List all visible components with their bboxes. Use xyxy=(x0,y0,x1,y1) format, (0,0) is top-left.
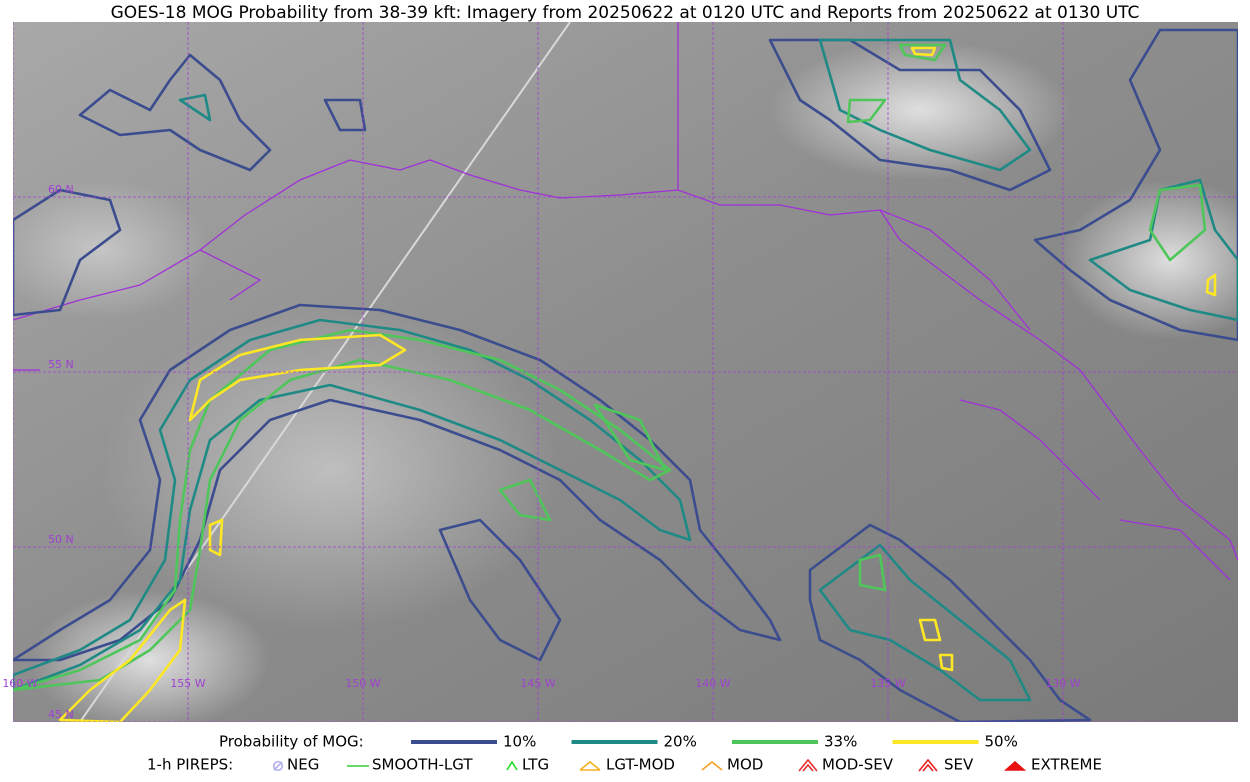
legend-title: Probability of MOG: xyxy=(219,733,364,751)
contour xyxy=(593,403,667,472)
lon-label: 145 W xyxy=(520,677,555,690)
legend-title: 1-h PIREPS: xyxy=(147,756,233,774)
contour xyxy=(768,38,1052,192)
legend: Probability of MOG: 10% 20% 33% 50% 1-h PIREP… xyxy=(147,733,1102,774)
contour xyxy=(1148,183,1207,262)
legend-label: MOD-SEV xyxy=(822,756,894,774)
legend-label: 10% xyxy=(503,733,536,751)
lon-label: 160 W xyxy=(2,677,37,690)
legend-label: LTG xyxy=(522,756,549,774)
legend-label: 20% xyxy=(664,733,697,751)
contour xyxy=(78,53,272,172)
coastline xyxy=(13,22,1238,581)
contour xyxy=(323,98,367,132)
legend-icon xyxy=(918,758,938,772)
legend-icon xyxy=(506,760,518,771)
legend-label: EXTREME xyxy=(1031,756,1102,774)
contour xyxy=(13,303,782,662)
legend-label: 50% xyxy=(985,733,1018,751)
contour xyxy=(938,653,954,672)
lon-label: 150 W xyxy=(345,677,380,690)
map xyxy=(13,22,1238,722)
contour xyxy=(898,43,947,62)
contour xyxy=(910,46,937,57)
contour xyxy=(438,518,562,662)
contour xyxy=(498,478,552,522)
lat-label: 50 N xyxy=(48,533,74,546)
lon-label: 155 W xyxy=(170,677,205,690)
contour xyxy=(58,598,187,722)
contour xyxy=(13,328,672,692)
contour xyxy=(818,543,1032,702)
legend-label: LGT-MOD xyxy=(606,756,675,774)
cloud xyxy=(770,40,1070,180)
legend-icon xyxy=(1003,760,1027,771)
legend-label: SEV xyxy=(944,756,974,774)
legend-icon xyxy=(272,760,284,772)
contour xyxy=(918,618,942,642)
title: GOES-18 MOG Probability from 38-39 kft: … xyxy=(111,3,1140,23)
cloud xyxy=(13,180,210,320)
legend-icon xyxy=(701,760,723,771)
contour xyxy=(188,333,407,422)
contour xyxy=(178,93,212,122)
cloud xyxy=(100,310,560,630)
legend-label: SMOOTH-LGT xyxy=(372,756,473,774)
legend-label: MOD xyxy=(727,756,763,774)
contour xyxy=(13,188,122,317)
graticule-labels: 60 N 55 N 50 N 45 N 160 W 155 W 150 W 145 W 140 … xyxy=(2,183,1080,721)
contour xyxy=(846,98,887,124)
contour xyxy=(13,318,692,692)
contour xyxy=(1205,273,1217,297)
legend-label: 33% xyxy=(824,733,857,751)
legend-icon xyxy=(798,758,818,772)
cloud xyxy=(1060,180,1238,340)
lat-label: 45 N xyxy=(48,708,74,721)
lat-label: 55 N xyxy=(48,358,74,371)
contour xyxy=(858,553,887,592)
lat-label: 60 N xyxy=(48,183,74,196)
lon-label: 140 W xyxy=(695,677,730,690)
contour xyxy=(1033,28,1238,342)
contours xyxy=(13,28,1238,722)
contour xyxy=(208,518,224,557)
contour xyxy=(808,523,1092,722)
graticule xyxy=(13,22,1238,722)
legend-icon xyxy=(579,760,601,771)
lon-label: 130 W xyxy=(1045,677,1080,690)
legend-label: NEG xyxy=(287,756,319,774)
lon-label: 135 W xyxy=(870,677,905,690)
